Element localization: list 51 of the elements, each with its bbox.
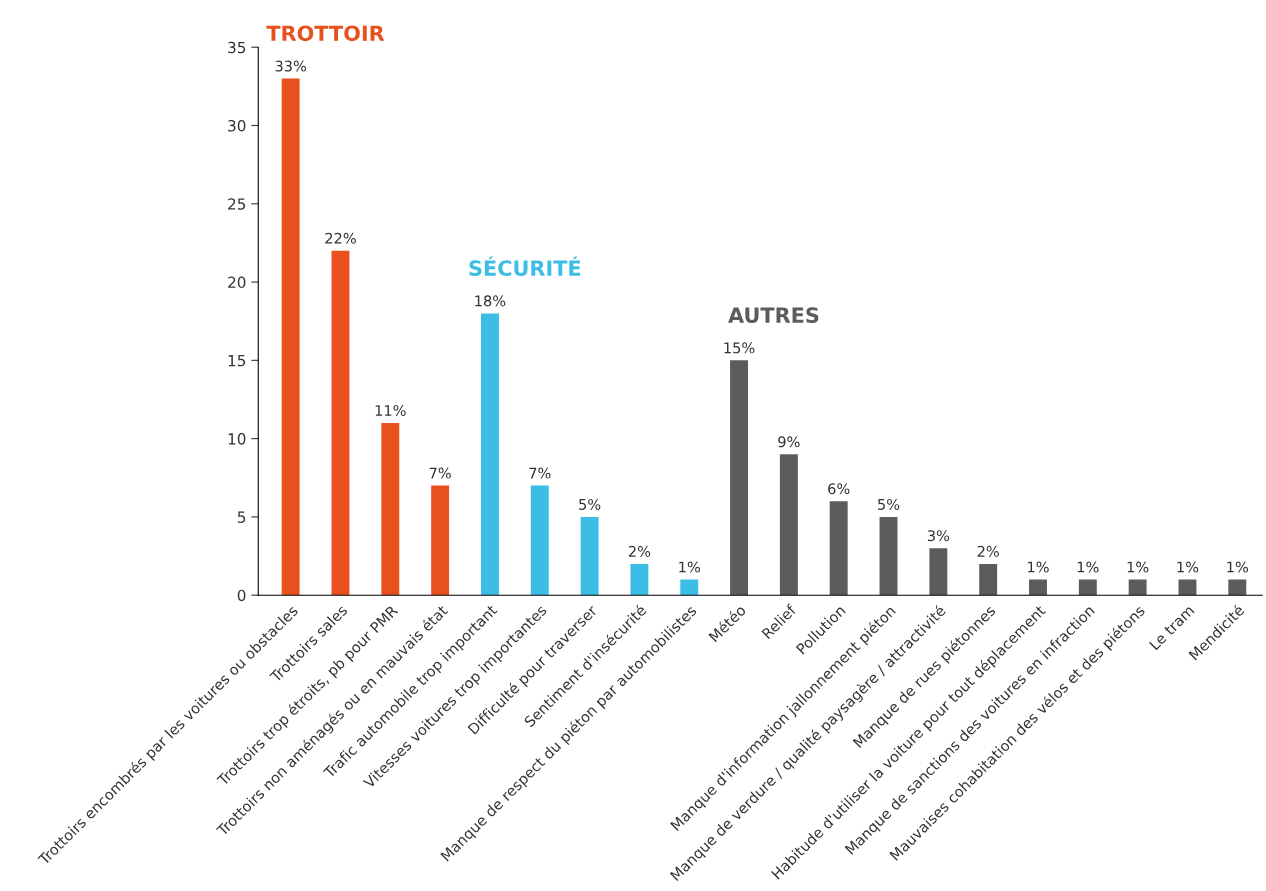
data-label: 33%: [275, 60, 307, 72]
bar: [829, 501, 848, 596]
data-label: 2%: [977, 545, 999, 557]
data-label: 15%: [724, 342, 755, 354]
data-label: 1%: [1028, 561, 1049, 573]
y-tick-label: 15: [228, 355, 246, 367]
bar: [530, 485, 549, 596]
bar: [879, 516, 898, 596]
bar: [730, 360, 749, 596]
bar: [331, 250, 350, 596]
bar: [630, 563, 649, 596]
bar: [979, 563, 998, 596]
y-tick-label: 0: [237, 589, 246, 602]
data-label: 18%: [475, 295, 506, 307]
data-label: 1%: [679, 561, 700, 573]
data-label: 2%: [628, 545, 651, 557]
bar: [381, 422, 400, 596]
series-label: AUTRES: [728, 307, 819, 323]
bar: [580, 516, 599, 596]
data-label: 1%: [1127, 561, 1149, 573]
data-label: 9%: [778, 436, 800, 448]
bar: [480, 313, 499, 596]
bar: [929, 548, 948, 596]
data-label: 5%: [579, 498, 601, 510]
data-label: 5%: [878, 498, 900, 510]
y-tick-label: 10: [228, 433, 246, 445]
y-tick-label: 20: [228, 276, 246, 289]
y-tick-label: 25: [228, 198, 246, 210]
y-tick-label: 30: [228, 119, 246, 132]
bar: [431, 485, 450, 596]
data-label: 7%: [429, 467, 451, 479]
bar: [1128, 579, 1147, 596]
y-tick-label: 35: [228, 41, 246, 54]
bar: [779, 454, 798, 596]
data-label: 6%: [828, 483, 850, 495]
data-label: 1%: [1177, 561, 1199, 573]
series-label: TROTTOIR: [266, 25, 385, 42]
data-label: 1%: [1077, 561, 1099, 573]
bar: [1078, 579, 1097, 596]
bar: [1029, 579, 1047, 596]
series-label: SÉCURITÉ: [469, 256, 581, 277]
bar: [1228, 579, 1247, 596]
data-label: 11%: [375, 404, 406, 416]
y-tick-label: 5: [237, 511, 246, 523]
data-label: 1%: [1227, 561, 1249, 573]
bar: [1178, 579, 1197, 596]
data-label: 3%: [927, 530, 950, 542]
bar: [680, 579, 699, 596]
bar: [281, 78, 300, 596]
data-label: 7%: [529, 467, 551, 479]
data-label: 22%: [325, 232, 356, 244]
